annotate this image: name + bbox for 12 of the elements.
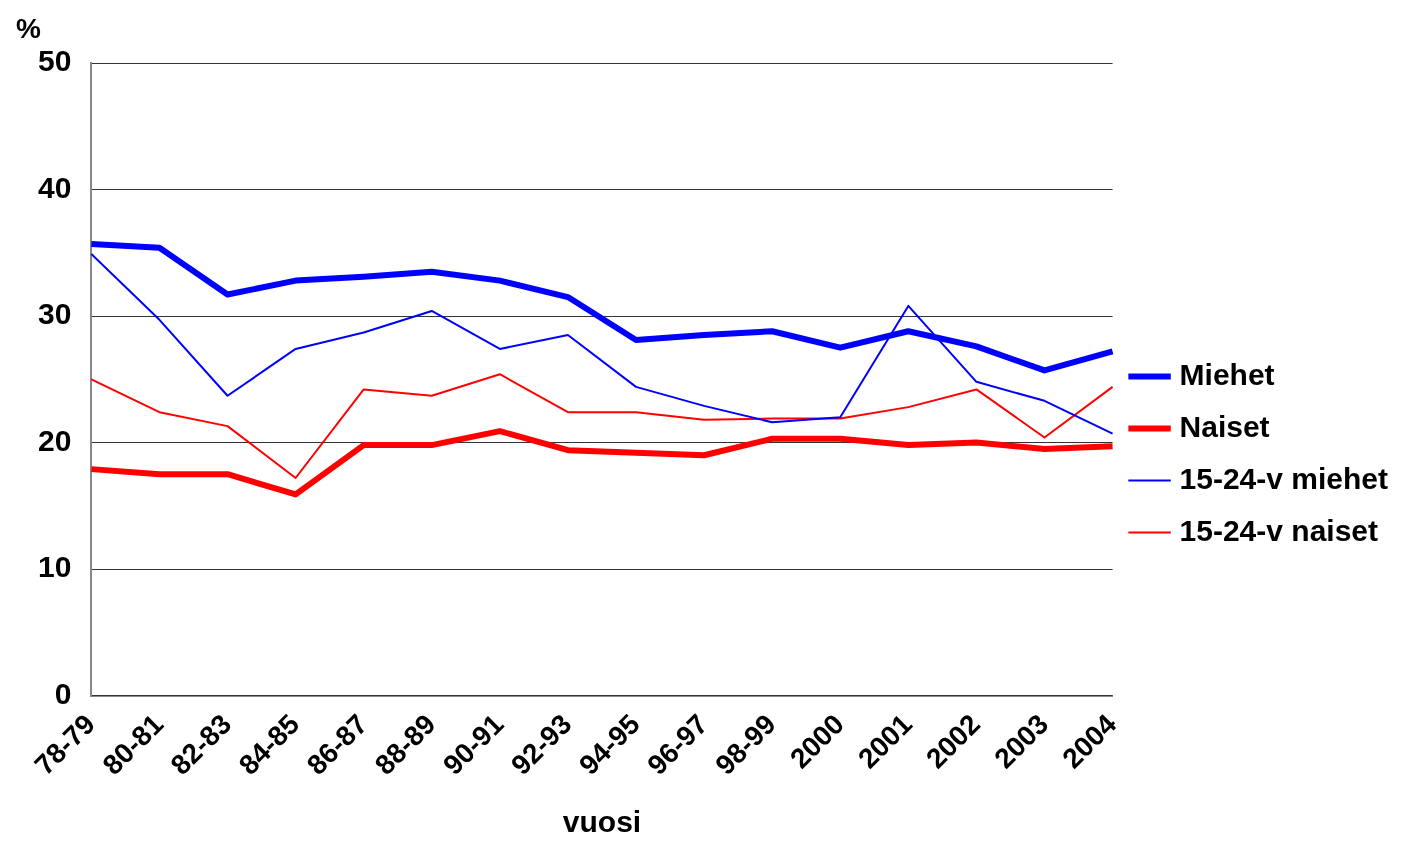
y-tick-label: 0 (54, 676, 72, 710)
y-tick-label: 30 (37, 297, 72, 331)
y-tick-label: 20 (37, 423, 72, 457)
y-tick-label: 50 (37, 44, 72, 78)
legend-label: 15-24-v naiset (1179, 513, 1379, 547)
legend-label: Miehet (1179, 357, 1275, 391)
legend-label: 15-24-v miehet (1179, 461, 1389, 495)
y-tick-label: 10 (37, 550, 72, 584)
y-axis-title: % (16, 12, 41, 44)
x-axis-title: vuosi (562, 805, 642, 839)
y-tick-label: 40 (37, 170, 72, 204)
legend-label: Naiset (1179, 409, 1270, 443)
